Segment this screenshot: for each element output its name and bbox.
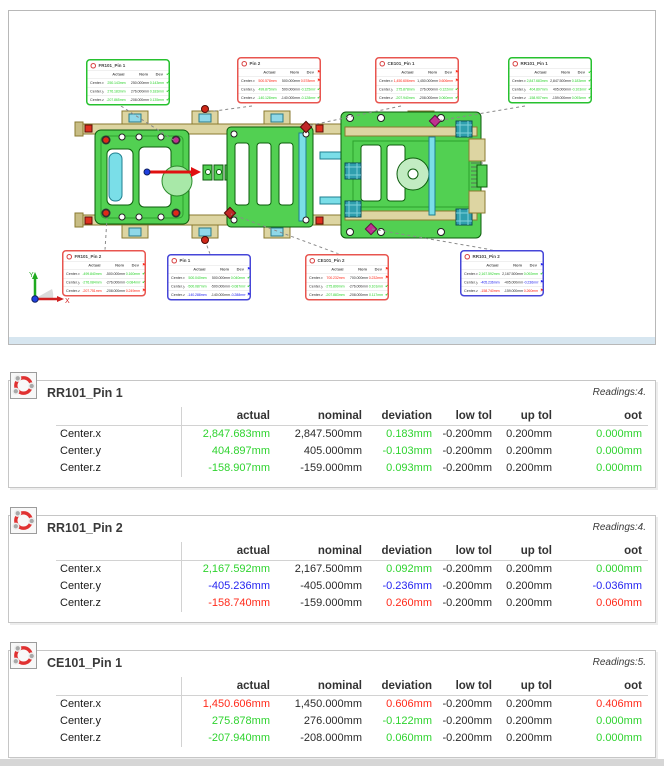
feature-card-rr101-pin2: RR101_Pin 2 Readings:4. actual nominal dev… bbox=[8, 507, 656, 623]
status-icon bbox=[538, 286, 543, 296]
status-icon bbox=[164, 95, 169, 105]
status-icon bbox=[383, 290, 388, 300]
callout-title: FR101_Pin 2 bbox=[74, 254, 102, 259]
table-header: actual nominal deviation low tol up tol oot bbox=[56, 677, 649, 696]
circle-feature-icon bbox=[309, 257, 315, 264]
status-icon bbox=[383, 265, 388, 274]
status-icon bbox=[315, 85, 320, 94]
status-icon bbox=[453, 76, 458, 86]
status-icon bbox=[164, 87, 169, 96]
status-icon bbox=[453, 93, 458, 103]
status-icon bbox=[140, 261, 145, 270]
circle-feature-icon bbox=[171, 257, 177, 264]
rr-pin1-marker bbox=[428, 114, 442, 128]
table-row: Center.y -405.236mm -405.000mm -0.236mm -0.2… bbox=[60, 580, 642, 592]
circle-feature-icon bbox=[10, 372, 37, 399]
status-icon bbox=[245, 265, 250, 274]
callout-title: CE101_Pin 1 bbox=[387, 61, 415, 66]
table-row: Center.y 275.878mm 276.000mm -0.122mm -0.200… bbox=[60, 715, 642, 727]
status-icon bbox=[586, 68, 591, 77]
circle-feature-icon bbox=[10, 507, 37, 534]
status-icon bbox=[315, 76, 320, 86]
status-icon bbox=[140, 269, 145, 279]
feature-title: RR101_Pin 2 bbox=[47, 521, 123, 535]
status-icon bbox=[538, 269, 543, 279]
status-icon bbox=[245, 290, 250, 300]
circle-feature-icon bbox=[10, 642, 37, 669]
feature-card-ce101-pin1: CE101_Pin 1 Readings:5. actual nominal dev… bbox=[8, 642, 656, 758]
callout-title: CE101_Pin 2 bbox=[317, 258, 345, 263]
table-header: actual nominal deviation low tol up tol oot bbox=[56, 542, 649, 561]
status-icon bbox=[453, 85, 458, 94]
status-icon bbox=[383, 273, 388, 283]
status-icon bbox=[315, 68, 320, 77]
circle-feature-icon bbox=[90, 62, 96, 69]
callout-title: RR101_Pin 2 bbox=[472, 254, 500, 259]
status-icon bbox=[586, 85, 591, 94]
status-icon bbox=[164, 78, 169, 88]
pin1-stud bbox=[201, 236, 209, 244]
readings-count: Readings:4. bbox=[592, 387, 646, 398]
status-icon bbox=[140, 286, 145, 296]
table-row: Center.z -158.740mm -159.000mm 0.260mm -0.20… bbox=[60, 597, 642, 609]
axis-x-label: X bbox=[65, 298, 70, 305]
leader-lines bbox=[104, 105, 526, 255]
ce-pin2-marker bbox=[223, 206, 237, 220]
cad-model-drawing: Y X bbox=[29, 105, 526, 305]
pin2-stud bbox=[201, 105, 209, 113]
callout-title: FR101_Pin 1 bbox=[98, 63, 126, 68]
rr-pin2-marker bbox=[364, 222, 378, 236]
feature-title: CE101_Pin 1 bbox=[47, 656, 123, 670]
circle-feature-icon bbox=[66, 253, 72, 260]
status-icon bbox=[245, 282, 250, 291]
callout-title: Pin 1 bbox=[179, 258, 191, 263]
status-icon bbox=[586, 76, 591, 86]
bottom-panel-edge bbox=[0, 759, 664, 766]
status-icon bbox=[383, 282, 388, 291]
ce-pin1-marker bbox=[299, 120, 313, 134]
status-icon bbox=[245, 273, 250, 283]
circle-feature-icon bbox=[512, 60, 518, 67]
viewport-bottom-strip bbox=[9, 337, 655, 344]
feature-title: RR101_Pin 1 bbox=[47, 386, 123, 400]
status-icon bbox=[586, 93, 591, 103]
axis-y-label: Y bbox=[29, 272, 34, 279]
feature-card-rr101-pin1: RR101_Pin 1 Readings:4. actual nominal dev… bbox=[8, 372, 656, 488]
table-row: Center.x 2,847.683mm 2,847.500mm 0.183mm -0.… bbox=[60, 428, 642, 440]
fr-pin-markers bbox=[101, 135, 181, 218]
circle-feature-icon bbox=[464, 253, 470, 260]
table-row: Center.x 1,450.606mm 1,450.000mm 0.606mm -0.… bbox=[60, 698, 642, 710]
table-row: Center.z -158.907mm -159.000mm 0.093mm -0.20… bbox=[60, 462, 642, 474]
teal-blocks bbox=[344, 120, 473, 226]
table-row: Center.y 404.897mm 405.000mm -0.103mm -0.200… bbox=[60, 445, 642, 457]
table-row: Center.z -207.940mm -208.000mm 0.060mm -0.20… bbox=[60, 732, 642, 744]
status-icon bbox=[538, 278, 543, 287]
status-icon bbox=[538, 261, 543, 270]
status-icon bbox=[453, 68, 458, 77]
readings-count: Readings:4. bbox=[592, 522, 646, 533]
table-row: Center.x 2,167.592mm 2,167.500mm 0.092mm -0.… bbox=[60, 563, 642, 575]
circle-feature-icon bbox=[379, 60, 385, 67]
readings-count: Readings:5. bbox=[592, 657, 646, 668]
status-icon bbox=[315, 93, 320, 103]
circle-feature-icon bbox=[241, 60, 247, 67]
status-icon bbox=[164, 70, 169, 79]
callout-title: Pin 2 bbox=[249, 61, 261, 66]
status-icon bbox=[140, 278, 145, 287]
callout-title: RR101_Pin 1 bbox=[520, 61, 548, 66]
axis-triad: Y X bbox=[29, 272, 70, 305]
probe-arrow bbox=[143, 167, 201, 177]
table-header: actual nominal deviation low tol up tol oot bbox=[56, 407, 649, 426]
